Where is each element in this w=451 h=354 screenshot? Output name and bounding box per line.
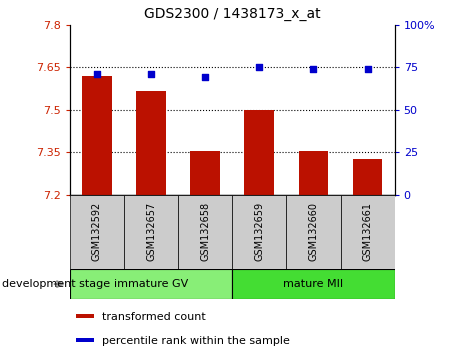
Text: transformed count: transformed count — [102, 312, 206, 322]
Text: GSM132657: GSM132657 — [146, 202, 156, 262]
Text: GSM132660: GSM132660 — [308, 202, 318, 261]
Point — [256, 64, 263, 70]
Text: immature GV: immature GV — [114, 279, 188, 289]
Bar — [190, 151, 220, 195]
Bar — [232, 269, 395, 299]
Bar — [76, 338, 94, 342]
Bar — [286, 195, 341, 269]
Text: mature MII: mature MII — [283, 279, 344, 289]
Bar — [70, 269, 232, 299]
Text: GSM132658: GSM132658 — [200, 202, 210, 262]
Bar — [299, 151, 328, 195]
Bar — [82, 76, 112, 195]
Point — [310, 66, 317, 72]
Text: GSM132592: GSM132592 — [92, 202, 102, 262]
Point — [147, 71, 155, 77]
Bar — [136, 91, 166, 195]
Bar — [70, 195, 124, 269]
Title: GDS2300 / 1438173_x_at: GDS2300 / 1438173_x_at — [144, 7, 321, 21]
Text: GSM132659: GSM132659 — [254, 202, 264, 262]
Text: GSM132661: GSM132661 — [363, 202, 373, 261]
Bar — [341, 195, 395, 269]
Bar — [353, 159, 382, 195]
Point — [364, 66, 371, 72]
Bar — [76, 314, 94, 319]
Point — [202, 75, 209, 80]
Text: development stage: development stage — [2, 279, 110, 289]
Text: percentile rank within the sample: percentile rank within the sample — [102, 336, 290, 346]
Bar — [232, 195, 286, 269]
Bar — [244, 110, 274, 195]
Bar — [178, 195, 232, 269]
Point — [93, 71, 101, 77]
Bar — [124, 195, 178, 269]
